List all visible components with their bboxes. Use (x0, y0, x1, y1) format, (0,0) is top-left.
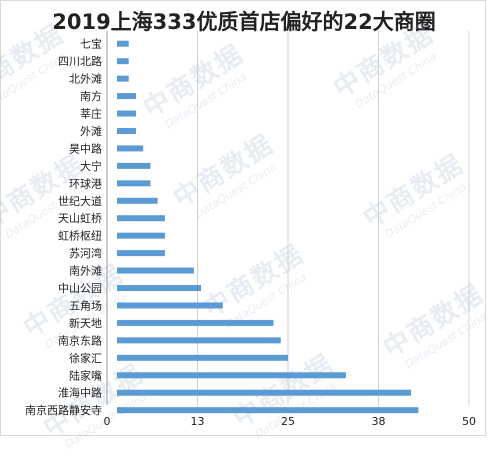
chart-frame (0, 0, 486, 436)
category-label: 新天地 (69, 316, 102, 330)
category-label: 昊中路 (69, 142, 102, 155)
bar (117, 319, 274, 326)
category-label: 南京西路静安寺 (25, 403, 102, 417)
category-label: 淮海中路 (58, 386, 102, 400)
category-label: 徐家汇 (69, 351, 102, 365)
bar (117, 250, 165, 257)
bar (117, 127, 136, 134)
category-label: 莘庄 (80, 107, 102, 121)
x-tick-label: 25 (281, 415, 295, 428)
bar (117, 75, 129, 82)
chart-title: 2019上海333优质首店偏好的22大商圈 (52, 10, 436, 34)
category-label: 南京东路 (58, 333, 102, 347)
x-tick-label: 50 (462, 415, 476, 428)
bar (117, 267, 194, 274)
category-label: 陆家嘴 (69, 368, 102, 382)
bar (117, 180, 151, 187)
category-label: 南外滩 (69, 264, 102, 278)
bar (117, 162, 151, 169)
bar (117, 372, 346, 379)
bar (117, 232, 165, 239)
category-label: 中山公园 (58, 282, 102, 295)
bar-chart: 七宝四川北路北外滩南方莘庄外滩昊中路大宁环球港世纪大道天山虹桥虹桥枢纽苏河湾南外… (25, 31, 477, 428)
bar (117, 302, 223, 309)
bar (117, 58, 129, 65)
x-tick-label: 13 (191, 415, 205, 428)
bar (117, 110, 136, 117)
category-label: 五角场 (69, 298, 102, 312)
bar (117, 285, 202, 292)
bar (117, 354, 288, 361)
bar (117, 407, 419, 414)
category-label: 四川北路 (58, 55, 102, 68)
category-label: 大宁 (80, 159, 102, 173)
bar (117, 145, 144, 152)
category-label: 七宝 (80, 37, 102, 51)
bar (117, 215, 165, 222)
x-tick-label: 0 (104, 415, 111, 428)
category-label: 世纪大道 (58, 194, 102, 208)
x-tick-labels: 0 13 25 38 50 (104, 415, 477, 428)
bar (117, 197, 158, 204)
x-tick-label: 38 (372, 415, 386, 428)
bar (117, 93, 136, 100)
category-label: 环球港 (69, 176, 102, 190)
category-label: 外滩 (80, 124, 102, 138)
bar (117, 337, 281, 344)
bars (117, 40, 419, 414)
category-label: 苏河湾 (69, 246, 102, 260)
category-label: 南方 (80, 89, 102, 103)
category-label: 北外滩 (69, 72, 102, 86)
bar (117, 389, 412, 396)
category-labels: 七宝四川北路北外滩南方莘庄外滩昊中路大宁环球港世纪大道天山虹桥虹桥枢纽苏河湾南外… (25, 37, 102, 417)
bar (117, 40, 129, 47)
category-label: 天山虹桥 (58, 212, 102, 225)
category-label: 虹桥枢纽 (58, 229, 102, 243)
